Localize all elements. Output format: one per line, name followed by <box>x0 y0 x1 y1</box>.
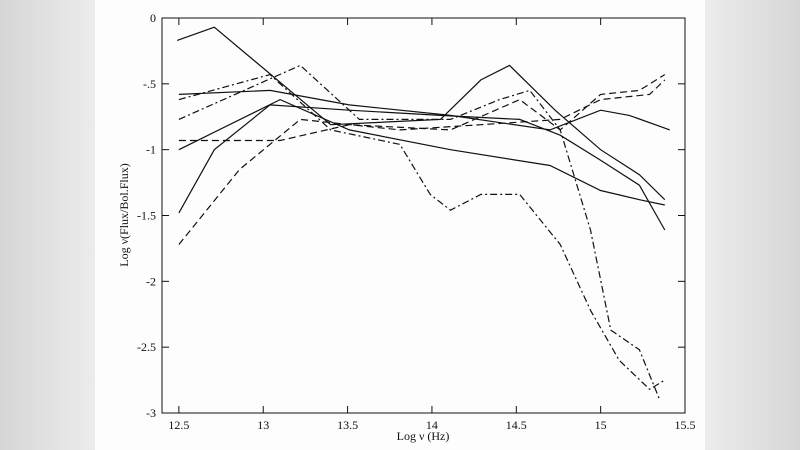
x-tick-label: 13.5 <box>337 418 358 432</box>
y-tick-label: -1.5 <box>137 209 156 223</box>
data-line <box>178 98 665 206</box>
y-tick-label: -3 <box>146 406 156 420</box>
x-tick-label: 15 <box>595 418 607 432</box>
x-axis-label: Log ν (Hz) <box>397 429 450 443</box>
y-tick-label: -2.5 <box>137 340 156 354</box>
left-edge <box>0 0 95 450</box>
data-line <box>178 74 666 142</box>
data-line <box>176 26 666 201</box>
y-tick-label: 0 <box>150 11 156 25</box>
x-tick-label: 14 <box>426 418 438 432</box>
data-line <box>178 64 661 401</box>
y-tick-label: -2 <box>146 274 156 288</box>
data-line <box>178 104 666 231</box>
y-tick-label: -.5 <box>143 77 156 91</box>
x-tick-label: 15.5 <box>675 418 696 432</box>
x-tick-label: 14.5 <box>506 418 527 432</box>
y-tick-label: -1 <box>146 143 156 157</box>
data-line <box>178 79 666 245</box>
plot-frame <box>161 17 686 414</box>
x-tick-label: 13 <box>257 418 269 432</box>
data-line <box>178 73 666 391</box>
x-tick-label: 12.5 <box>168 418 189 432</box>
data-line <box>178 89 671 131</box>
y-axis-label: Log ν(Flux/Bol.Flux) <box>117 163 131 266</box>
